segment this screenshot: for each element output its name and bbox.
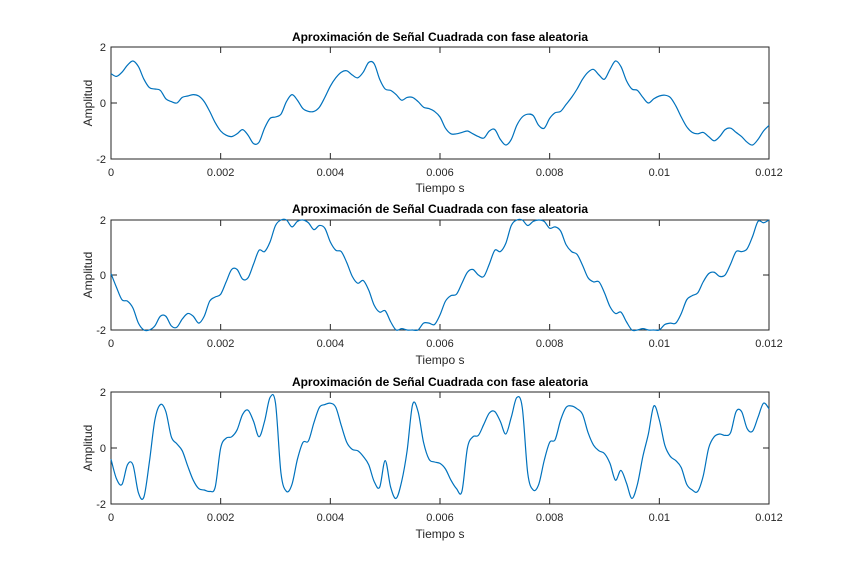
x-tick-label: 0.006: [426, 512, 454, 524]
y-tick-label: -2: [96, 154, 106, 166]
series-line: [110, 60, 770, 146]
x-tick-label: 0.004: [317, 338, 345, 350]
x-tick-label: 0.002: [207, 167, 235, 179]
plot-area: [110, 219, 770, 331]
x-tick-label: 0: [108, 338, 114, 350]
y-axis-label: Amplitud: [81, 425, 95, 472]
x-tick-label: 0.002: [207, 338, 235, 350]
x-tick-label: 0.01: [649, 338, 670, 350]
plot-area: [110, 46, 770, 160]
x-tick-label: 0.008: [536, 167, 564, 179]
series-line: [110, 218, 770, 332]
y-tick-label: 2: [100, 42, 106, 54]
y-tick-label: 0: [100, 98, 106, 110]
y-axis-label: Amplitud: [81, 252, 95, 299]
x-tick-label: 0: [108, 512, 114, 524]
y-tick-label: 2: [100, 387, 106, 399]
x-tick-label: 0: [108, 167, 114, 179]
x-tick-label: 0.008: [536, 338, 564, 350]
y-tick-label: 0: [100, 443, 106, 455]
x-tick-label: 0.01: [649, 167, 670, 179]
axis-ticks: 0 0.002 0.004 0.006 0.008 0.01 0.012-202: [96, 215, 783, 350]
x-axis-label: Tiempo s: [416, 353, 465, 367]
y-tick-label: 0: [100, 270, 106, 282]
x-tick-label: 0.008: [536, 512, 564, 524]
chart-title: Aproximación de Señal Cuadrada con fase …: [292, 375, 588, 389]
x-tick-label: 0.006: [426, 167, 454, 179]
x-tick-label: 0.012: [755, 512, 783, 524]
x-tick-label: 0.01: [649, 512, 670, 524]
axis-ticks: 0 0.002 0.004 0.006 0.008 0.01 0.012-202: [96, 387, 783, 524]
subplot-1: Aproximación de Señal Cuadrada con fase …: [81, 30, 783, 195]
axis-ticks: 0 0.002 0.004 0.006 0.008 0.01 0.012-202: [96, 42, 783, 179]
subplot-3: Aproximación de Señal Cuadrada con fase …: [81, 375, 783, 541]
x-axis-label: Tiempo s: [416, 527, 465, 541]
x-axis-label: Tiempo s: [416, 181, 465, 195]
chart-title: Aproximación de Señal Cuadrada con fase …: [292, 202, 588, 216]
y-axis-label: Amplitud: [81, 80, 95, 127]
chart-title: Aproximación de Señal Cuadrada con fase …: [292, 30, 588, 44]
subplot-2: Aproximación de Señal Cuadrada con fase …: [81, 202, 783, 367]
plot-area: [110, 391, 770, 505]
x-tick-label: 0.004: [317, 167, 345, 179]
x-tick-label: 0.002: [207, 512, 235, 524]
y-tick-label: 2: [100, 215, 106, 227]
x-tick-label: 0.006: [426, 338, 454, 350]
x-tick-label: 0.004: [317, 512, 345, 524]
series-line: [110, 393, 770, 500]
y-tick-label: -2: [96, 325, 106, 337]
x-tick-label: 0.012: [755, 167, 783, 179]
y-tick-label: -2: [96, 499, 106, 511]
x-tick-label: 0.012: [755, 338, 783, 350]
